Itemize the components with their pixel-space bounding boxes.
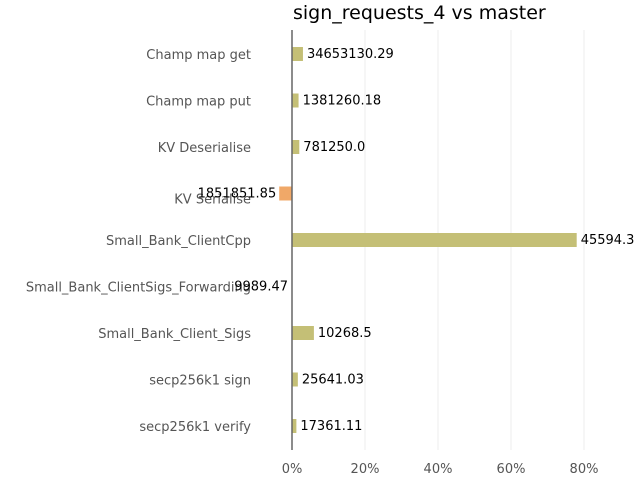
data-labels: 34653130.29 1381260.18 781250.0 1851851.85 4… bbox=[198, 47, 635, 434]
data-label: 34653130.29 bbox=[307, 47, 394, 62]
category-label: secp256k1 verify bbox=[139, 420, 251, 435]
category-label: Small_Bank_ClientCpp bbox=[106, 234, 251, 249]
bar bbox=[292, 372, 298, 387]
bar bbox=[292, 326, 314, 340]
data-label: 17361.11 bbox=[300, 419, 362, 434]
x-tick-label: 0% bbox=[282, 462, 303, 477]
x-tick-label: 80% bbox=[570, 462, 599, 477]
bar bbox=[292, 419, 297, 433]
data-label: 781250.0 bbox=[303, 140, 365, 155]
bar bbox=[292, 93, 299, 108]
category-label: KV Serialise bbox=[174, 193, 251, 208]
data-label: 1851851.85 bbox=[198, 187, 277, 202]
x-tick-label: 40% bbox=[424, 462, 453, 477]
bar bbox=[292, 47, 303, 61]
category-label: Small_Bank_ClientSigs_Forwarding bbox=[26, 281, 251, 296]
bar bbox=[279, 186, 292, 201]
data-label: 10268.5 bbox=[318, 326, 372, 341]
x-tick-label: 60% bbox=[497, 462, 526, 477]
bar bbox=[292, 140, 300, 154]
category-labels: Champ map get Champ map put KV Deserialise… bbox=[26, 48, 251, 435]
bar bbox=[292, 233, 577, 247]
data-label: 9989.47 bbox=[234, 280, 288, 295]
data-label: 25641.03 bbox=[302, 373, 364, 388]
data-label: 45594.3 bbox=[581, 233, 635, 248]
category-label: secp256k1 sign bbox=[149, 374, 251, 389]
category-label: Champ map put bbox=[146, 95, 251, 110]
chart-title: sign_requests_4 vs master bbox=[293, 2, 546, 24]
category-label: Champ map get bbox=[146, 48, 251, 63]
x-tick-labels: 0% 20% 40% 60% 80% bbox=[282, 462, 599, 477]
bars bbox=[279, 47, 577, 433]
category-label: Small_Bank_Client_Sigs bbox=[98, 327, 251, 342]
data-label: 1381260.18 bbox=[303, 94, 382, 109]
category-label: KV Deserialise bbox=[158, 141, 251, 156]
x-tick-label: 20% bbox=[351, 462, 380, 477]
